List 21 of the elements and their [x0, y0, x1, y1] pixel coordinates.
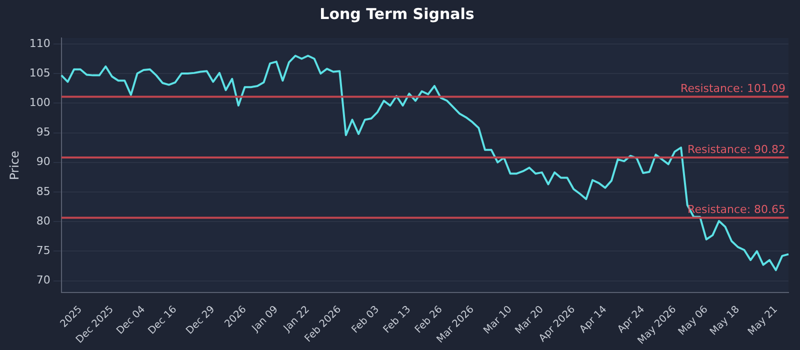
- y-tick-label: 105: [29, 66, 50, 80]
- y-tick-label: 80: [36, 214, 50, 228]
- y-tick-label: 100: [29, 96, 50, 110]
- y-tick-label: 110: [29, 36, 50, 50]
- y-tick-label: 95: [36, 126, 50, 139]
- y-axis-title: Price: [7, 150, 22, 180]
- x-tick-label: Dec 04: [114, 304, 148, 337]
- x-tick-label: Mar 10: [482, 304, 514, 336]
- x-tick-label: Jan 09: [250, 304, 280, 335]
- x-tick-label: Dec 29: [184, 304, 218, 337]
- chart-title: Long Term Signals: [320, 4, 474, 23]
- ref-line-label: Resistance: 101.09: [680, 82, 786, 96]
- x-tick-label: Apr 14: [578, 304, 610, 336]
- y-tick-label: 90: [36, 155, 50, 168]
- x-tick-label: Feb 03: [350, 304, 382, 336]
- x-tick-label: Feb 13: [382, 304, 414, 336]
- y-tick-label: 75: [36, 244, 50, 258]
- x-tick-label: Dec 16: [146, 304, 180, 337]
- y-tick-label: 85: [36, 184, 50, 198]
- ref-line-label: Resistance: 90.82: [688, 142, 786, 156]
- y-tick-label: 70: [36, 274, 50, 287]
